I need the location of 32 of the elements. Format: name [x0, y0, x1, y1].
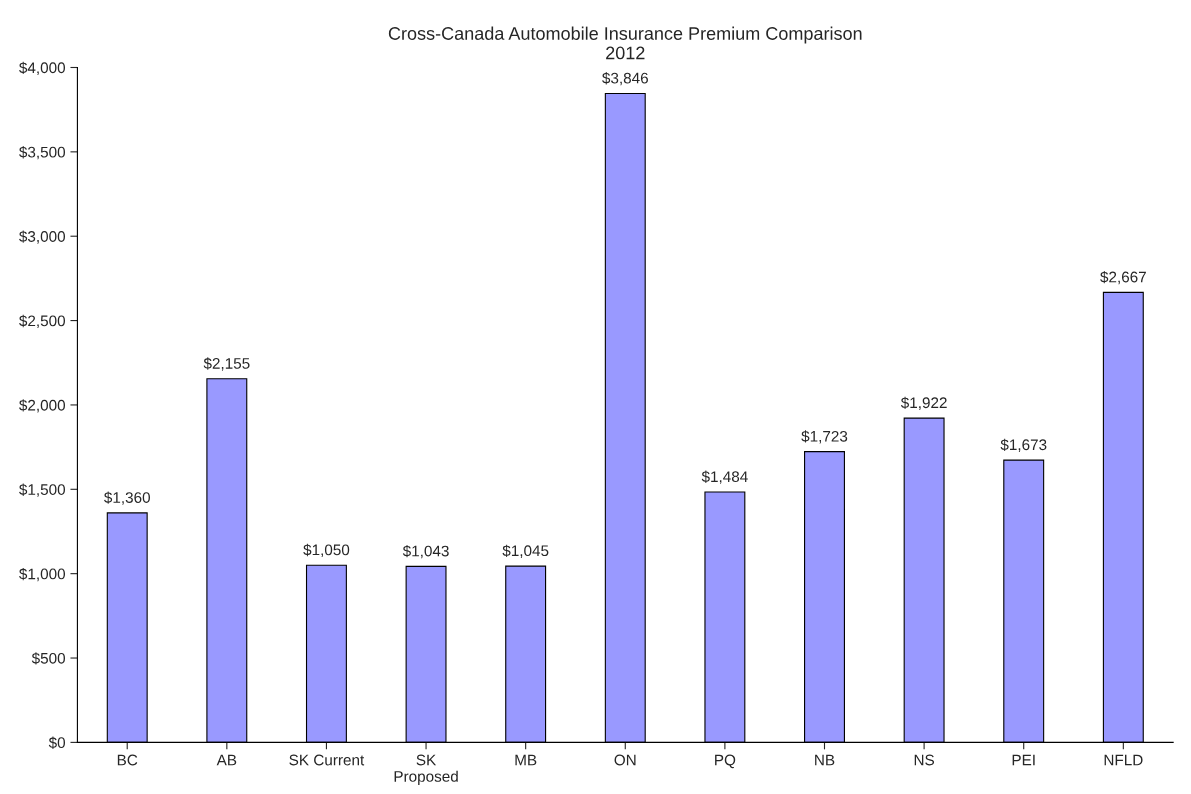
y-tick-label: $1,500 — [19, 483, 66, 497]
x-tick-label: NS — [914, 754, 935, 766]
x-tick-label: NFLD — [1104, 754, 1143, 766]
data-label: $1,922 — [900, 396, 947, 410]
x-tick-label: SK Proposed — [394, 754, 458, 785]
data-label: $1,043 — [402, 544, 449, 559]
data-label: $2,667 — [1100, 270, 1146, 285]
y-tick-label: $3,000 — [19, 230, 66, 244]
y-tick-label: $1,000 — [19, 567, 66, 582]
y-tick-label: $4,000 — [19, 61, 66, 75]
data-label: $1,723 — [801, 430, 848, 444]
x-tick-label: SK Current — [289, 754, 365, 766]
data-label: $3,846 — [602, 72, 648, 86]
x-tick-label: NB — [815, 754, 835, 766]
y-tick-label: $3,500 — [19, 146, 66, 160]
x-tick-label: MB — [515, 754, 537, 766]
data-label: $1,045 — [502, 544, 549, 558]
y-tick-label: $0 — [48, 736, 66, 749]
x-tick-label: ON — [614, 754, 636, 766]
x-tick-label: AB — [216, 754, 237, 766]
x-tick-label: PEI — [1012, 754, 1035, 766]
y-tick-label: $2,500 — [19, 314, 66, 329]
y-tick-label: $500 — [31, 652, 66, 665]
chart-title: Cross-Canada Automobile Insurance Premium Comparison 2012 — [388, 26, 862, 60]
x-tick-label: BC — [117, 754, 138, 766]
data-label: $1,050 — [303, 543, 350, 558]
y-tick-label: $2,000 — [19, 399, 66, 413]
data-label: $1,360 — [104, 491, 150, 505]
x-tick-label: PQ — [715, 754, 736, 769]
data-label: $2,155 — [203, 357, 250, 371]
data-label: $1,673 — [1000, 438, 1047, 452]
data-label: $1,484 — [701, 470, 748, 484]
